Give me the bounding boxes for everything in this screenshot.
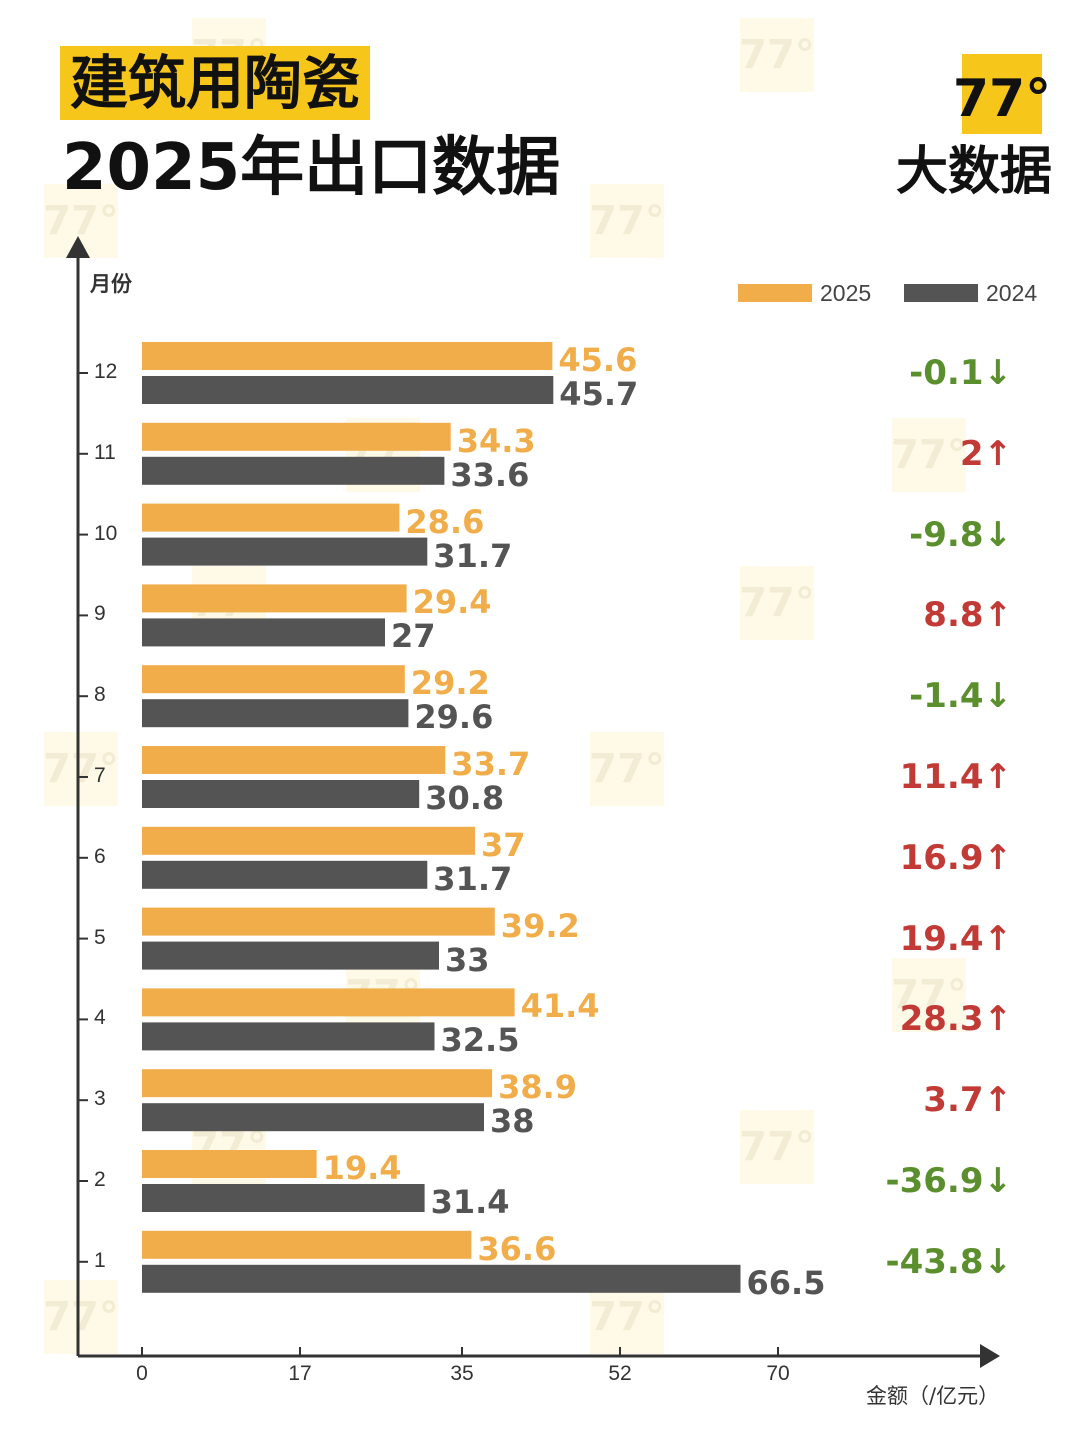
y-tick-label: 1	[94, 1248, 106, 1272]
value-label-2025: 34.3	[456, 421, 536, 460]
y-tick-label: 10	[94, 521, 118, 545]
watermark: 77°	[739, 18, 815, 92]
bar-2025-month-12	[142, 342, 553, 370]
legend-swatch-2025	[738, 284, 812, 302]
bar-2025-month-3	[142, 1069, 493, 1098]
watermark: 77°	[191, 1110, 267, 1184]
bar-2025-month-9	[142, 584, 407, 613]
logo-number: 77°	[952, 69, 1052, 129]
change-label-month-3: 3.7↑	[923, 1080, 1012, 1121]
x-tick-label: 0	[136, 1362, 148, 1385]
change-label-month-7: 11.4↑	[899, 757, 1012, 797]
value-label-2024: 31.7	[433, 536, 513, 575]
value-label-2025: 38.9	[498, 1068, 578, 1107]
y-tick-label: 7	[94, 764, 106, 787]
change-label-month-11: 2↑	[959, 433, 1012, 474]
y-tick-label: 8	[94, 683, 106, 707]
legend-swatch-2024	[904, 284, 978, 302]
bar-2024-month-6	[142, 860, 428, 889]
watermark: 77°	[589, 732, 665, 806]
y-tick-label: 3	[94, 1087, 106, 1111]
value-label-2025: 19.4	[322, 1149, 402, 1187]
watermark: 77°	[891, 958, 967, 1032]
x-axis-title: 金额（/亿元）	[866, 1384, 1000, 1408]
bar-2025-month-10	[142, 503, 400, 532]
bar-2025-month-4	[142, 988, 515, 1017]
y-tick-label: 9	[94, 602, 106, 626]
y-tick-label: 11	[94, 440, 116, 464]
value-label-2024: 31.7	[433, 859, 513, 898]
brand-logo: 77°	[953, 54, 1051, 134]
value-label-2024: 31.4	[430, 1183, 510, 1221]
bar-2025-month-1	[142, 1230, 472, 1259]
watermark: 77°	[191, 566, 267, 640]
bar-2024-month-10	[142, 537, 428, 566]
x-tick-label: 70	[766, 1362, 790, 1385]
value-label-2025: 41.4	[520, 987, 600, 1026]
change-label-month-2: -36.9↓	[885, 1161, 1013, 1201]
bar-2025-month-7	[142, 746, 446, 774]
watermark: 77°	[345, 418, 421, 492]
change-label-month-6: 16.9↑	[899, 837, 1012, 878]
watermark: 77°	[739, 566, 815, 640]
change-label-month-4: 28.3↑	[899, 999, 1012, 1040]
value-label-2024: 29.6	[414, 698, 494, 737]
value-label-2024: 33	[445, 940, 490, 979]
watermark: 77°	[43, 732, 119, 806]
value-label-2025: 45.6	[558, 341, 638, 379]
watermark: 77°	[739, 1110, 815, 1184]
change-label-month-5: 19.4↑	[899, 918, 1012, 959]
watermark: 77°	[891, 418, 967, 492]
legend-2024: 2024	[904, 280, 1037, 306]
change-label-month-9: 8.8↑	[923, 595, 1012, 636]
chart-subtitle: 2025年出口数据	[62, 131, 561, 205]
value-label-2024: 30.8	[425, 779, 505, 817]
value-label-2025: 37	[481, 825, 526, 864]
legend-label-2025: 2025	[820, 279, 872, 306]
bar-2025-month-5	[142, 907, 495, 936]
watermark: 77°	[43, 1280, 119, 1354]
value-label-2024: 38	[490, 1102, 535, 1141]
bar-2024-month-12	[142, 376, 554, 404]
value-label-2025: 36.6	[477, 1229, 557, 1268]
watermark: 77°	[589, 1280, 665, 1354]
bar-2025-month-8	[142, 665, 405, 694]
title-highlight: 建筑用陶瓷	[60, 46, 371, 120]
watermark: 77°	[589, 184, 665, 258]
y-tick-label: 4	[94, 1006, 106, 1030]
legend-label-2024: 2024	[986, 279, 1038, 306]
x-tick-label: 17	[288, 1362, 312, 1385]
y-tick-label: 5	[94, 925, 106, 949]
change-label-month-12: -0.1↓	[909, 353, 1012, 393]
x-tick-label: 52	[608, 1362, 632, 1385]
x-tick-label: 35	[450, 1362, 474, 1385]
value-label-2025: 39.2	[500, 906, 580, 945]
change-label-month-10: -9.8↓	[909, 514, 1012, 555]
chart-title: 建筑用陶瓷	[70, 49, 361, 117]
value-label-2025: 28.6	[405, 502, 485, 541]
change-label-month-8: -1.4↓	[909, 676, 1012, 717]
value-label-2025: 33.7	[451, 745, 531, 783]
x-axis-arrow	[980, 1344, 1000, 1368]
y-tick-label: 2	[94, 1168, 106, 1191]
value-label-2025: 29.4	[412, 583, 492, 622]
logo-text: 大数据	[896, 142, 1053, 202]
value-label-2024: 66.5	[746, 1263, 826, 1302]
bar-2025-month-6	[142, 826, 475, 855]
legend-2025: 2025	[738, 280, 871, 306]
value-label-2024: 27	[391, 617, 436, 656]
watermark: 77°	[345, 958, 421, 1032]
y-axis-title: 月份	[90, 272, 132, 296]
y-tick-label: 12	[94, 360, 118, 383]
bar-2024-month-8	[142, 699, 409, 728]
value-label-2024: 33.6	[450, 455, 530, 494]
value-label-2024: 45.7	[559, 375, 639, 413]
value-label-2025: 29.2	[410, 664, 490, 703]
bar-2024-month-2	[142, 1184, 425, 1212]
change-label-month-1: -43.8↓	[885, 1241, 1013, 1282]
y-tick-label: 6	[94, 844, 106, 868]
bar-2024-month-7	[142, 780, 420, 808]
value-label-2024: 32.5	[440, 1021, 520, 1060]
